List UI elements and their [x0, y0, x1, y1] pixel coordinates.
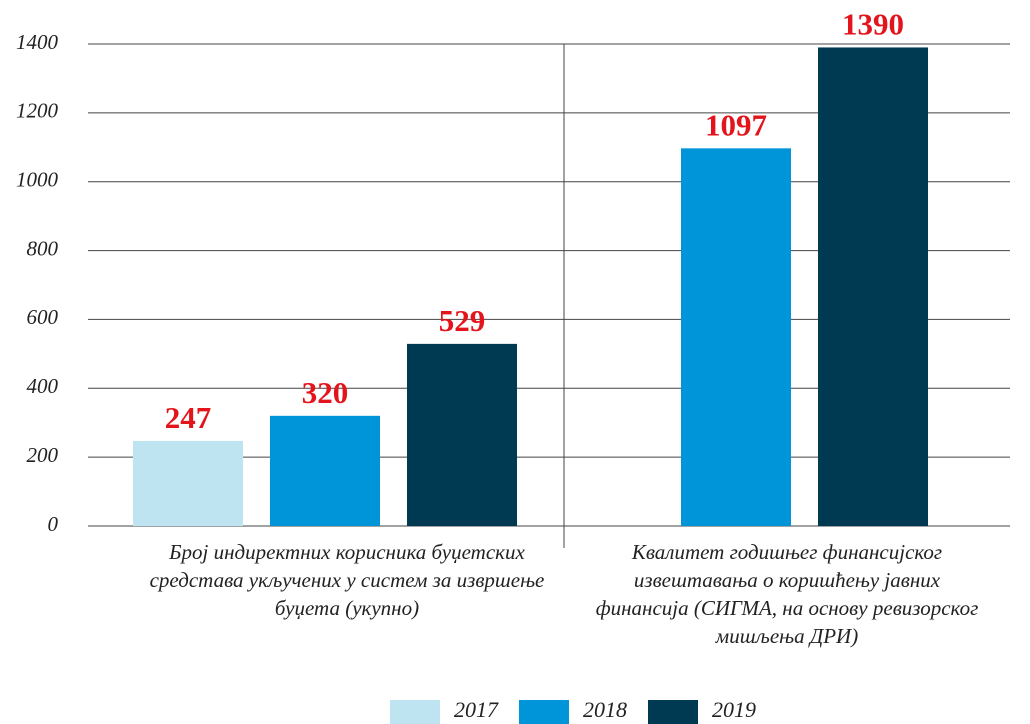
category-label: Број индиректних корисника буџетских сре…	[149, 540, 545, 620]
y-tick-label: 1400	[16, 30, 59, 54]
y-tick-label: 800	[27, 236, 59, 260]
y-tick-label: 1000	[16, 168, 59, 192]
bar	[133, 440, 243, 526]
category-label: Квалитет годишњег финансијског извештава…	[595, 540, 979, 648]
bar	[681, 148, 791, 526]
y-tick-label: 1200	[16, 99, 59, 123]
legend-swatch	[648, 700, 698, 724]
bar	[270, 415, 380, 526]
legend-label: 2018	[583, 697, 627, 722]
y-tick-label: 200	[27, 443, 59, 467]
legend-swatch	[390, 700, 440, 724]
value-label: 320	[302, 375, 349, 410]
y-tick-label: 400	[27, 374, 59, 398]
value-label: 1390	[842, 7, 904, 42]
y-tick-label: 600	[27, 305, 59, 329]
legend-swatch	[519, 700, 569, 724]
value-label: 529	[439, 303, 486, 338]
value-label: 247	[165, 400, 212, 435]
legend-label: 2019	[712, 697, 756, 722]
legend-label: 2017	[454, 697, 499, 722]
value-label: 1097	[705, 107, 767, 142]
y-tick-label: 0	[48, 512, 59, 536]
bar	[407, 343, 517, 526]
bar	[818, 47, 928, 526]
